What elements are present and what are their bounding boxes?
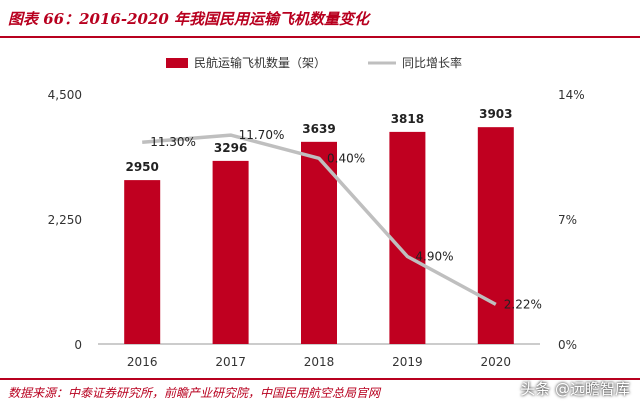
growth-rate-label: 4.90% bbox=[415, 250, 453, 264]
bar-2017 bbox=[212, 160, 249, 344]
legend: 民航运输飞机数量（架） 同比增长率 bbox=[166, 55, 462, 70]
data-labels: 2950 3296 3639 3818 3903 11.30% 11.70% 0.40% 4.9… bbox=[125, 107, 541, 311]
bar-value-label: 3639 bbox=[302, 122, 335, 136]
axes: 0 2,250 4,500 0% 7% 14% 2016 2017 2018 2019 2020 bbox=[48, 88, 585, 369]
growth-rate-label: 2.22% bbox=[504, 297, 542, 311]
legend-label-line: 同比增长率 bbox=[402, 55, 462, 70]
bar-value-label: 2950 bbox=[125, 160, 158, 174]
y-left-tick-label: 4,500 bbox=[48, 88, 82, 102]
bars bbox=[124, 127, 514, 345]
growth-rate-label: 11.30% bbox=[150, 135, 196, 149]
y-right-tick-label: 14% bbox=[558, 88, 585, 102]
bar-2019 bbox=[389, 131, 426, 344]
bar-value-label: 3903 bbox=[479, 107, 512, 121]
y-left-tick-label: 0 bbox=[74, 338, 82, 352]
chart: 民航运输飞机数量（架） 同比增长率 0 2,250 4,500 0% 7% 14% 2016… bbox=[48, 55, 585, 369]
growth-rate-label: 0.40% bbox=[327, 151, 365, 165]
bar-2018 bbox=[301, 141, 337, 344]
growth-line bbox=[142, 133, 497, 306]
watermark: 头条 @远瞻智库 bbox=[520, 380, 630, 398]
x-tick-label: 2019 bbox=[392, 355, 423, 369]
x-tick-label: 2020 bbox=[481, 355, 512, 369]
legend-label-bar: 民航运输飞机数量（架） bbox=[194, 55, 326, 70]
x-tick-label: 2017 bbox=[215, 355, 246, 369]
bar-value-label: 3818 bbox=[391, 112, 424, 126]
x-tick-label: 2018 bbox=[304, 355, 335, 369]
bar-value-label: 3296 bbox=[214, 141, 247, 155]
bar-2016 bbox=[124, 180, 161, 344]
footer-rule bbox=[0, 378, 640, 380]
y-right-tick-label: 7% bbox=[558, 213, 577, 227]
y-right-tick-label: 0% bbox=[558, 338, 577, 352]
source-note: 数据来源：中泰证券研究所，前瞻产业研究院，中国民用航空总局官网 bbox=[8, 386, 381, 400]
growth-rate-label: 11.70% bbox=[239, 128, 285, 142]
chart-title: 图表 66：2016-2020 年我国民用运输飞机数量变化 bbox=[8, 10, 370, 28]
bar-2020 bbox=[477, 127, 514, 345]
title-bar: 图表 66：2016-2020 年我国民用运输飞机数量变化 bbox=[0, 0, 640, 38]
x-tick-label: 2016 bbox=[127, 355, 158, 369]
y-left-tick-label: 2,250 bbox=[48, 213, 82, 227]
legend-swatch-bar bbox=[166, 58, 188, 68]
